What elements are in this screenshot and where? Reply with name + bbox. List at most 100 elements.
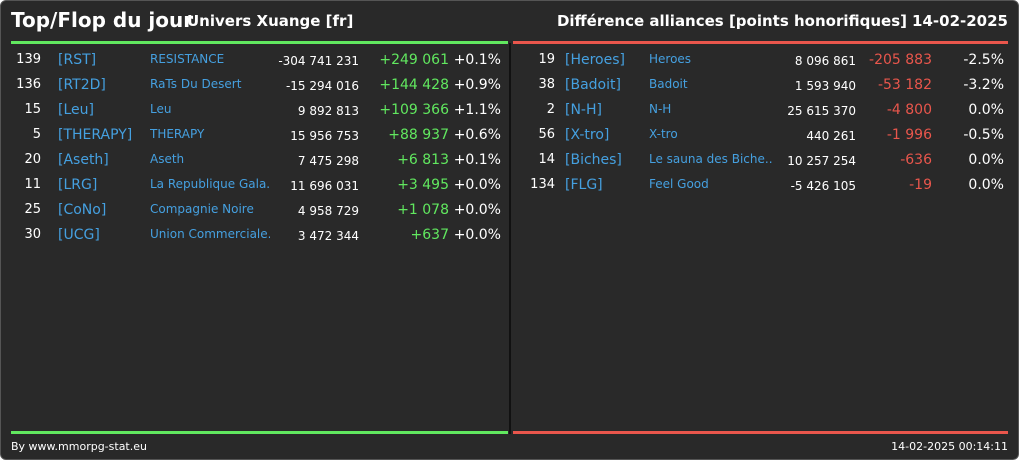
alliance-tag-link[interactable]: [THERAPY] [58,127,133,143]
alliance-name-link[interactable]: Compagnie Noire [150,202,254,216]
top-gainers-list: 139 [RST] RESISTANCE -304 741 231 +249 061 +0… [1,49,509,249]
top-row: 25 [CoNo] Compagnie Noire 4 958 729 +1 078 +0… [1,199,509,224]
total-points: -5 426 105 [790,179,856,193]
alliance-name-link[interactable]: Le sauna des Biche... [649,152,773,166]
total-points: 8 096 861 [794,54,856,68]
points-difference: -636 [900,152,932,168]
percent-change: +0.0% [453,227,501,243]
percent-change: -3.2% [963,77,1004,93]
top-row: 30 [UCG] Union Commerciale... 3 472 344 +637… [1,224,509,249]
alliance-name-link[interactable]: Badoit [649,77,688,91]
panel-divider [509,43,511,434]
percent-change: +0.9% [453,77,501,93]
alliance-tag-link[interactable]: [Badoit] [565,77,621,93]
top-row: 15 [Leu] Leu 9 892 813 +109 366 +1.1% [1,99,509,124]
alliance-tag-link[interactable]: [X-tro] [565,127,610,143]
points-difference: -1 996 [886,127,932,143]
percent-change: +0.1% [453,152,501,168]
percent-change: -2.5% [963,52,1004,68]
flop-row: 38 [Badoit] Badoit 1 593 940 -53 182 -3.2% [511,74,1018,99]
total-points: 4 958 729 [297,204,359,218]
total-points: 25 615 370 [787,104,856,118]
percent-change: +0.0% [453,202,501,218]
total-points: 3 472 344 [297,229,359,243]
total-points: -304 741 231 [278,54,359,68]
rank-cell: 134 [530,177,555,192]
percent-change: 0.0% [968,177,1004,193]
points-difference: +1 078 [397,202,449,218]
points-difference: -19 [909,177,932,193]
alliance-tag-link[interactable]: [RST] [58,52,97,68]
description-label: Différence alliances [points honorifique… [556,12,907,30]
top-row: 136 [RT2D] RaTs Du Desert -15 294 016 +144 4… [1,74,509,99]
percent-change: 0.0% [968,152,1004,168]
alliance-name-link[interactable]: N-H [649,102,672,116]
alliance-tag-link[interactable]: [RT2D] [58,77,106,93]
alliance-name-link[interactable]: Feel Good [649,177,709,191]
top-row: 139 [RST] RESISTANCE -304 741 231 +249 061 +0… [1,49,509,74]
alliance-tag-link[interactable]: [CoNo] [58,202,107,218]
rank-cell: 20 [24,152,41,167]
flop-row: 56 [X-tro] X-tro 440 261 -1 996 -0.5% [511,124,1018,149]
points-difference: -4 800 [886,102,932,118]
alliance-name-link[interactable]: Aseth [150,152,185,166]
univers-label: Univers Xuange [fr] [187,12,354,30]
alliance-tag-link[interactable]: [FLG] [565,177,603,193]
top-row: 5 [THERAPY] THERAPY 15 956 753 +88 937 +0.6% [1,124,509,149]
points-difference: +6 813 [397,152,449,168]
points-difference: +88 937 [388,127,449,143]
flop-row: 2 [N-H] N-H 25 615 370 -4 800 0.0% [511,99,1018,124]
rank-cell: 15 [24,102,41,117]
rank-cell: 136 [16,77,41,92]
rank-cell: 25 [24,202,41,217]
alliance-tag-link[interactable]: [Aseth] [58,152,109,168]
rank-cell: 30 [24,227,41,242]
rank-cell: 11 [24,177,41,192]
footer-source[interactable]: By www.mmorpg-stat.eu [11,440,147,453]
total-points: 15 956 753 [290,129,359,143]
points-difference: +109 366 [379,102,449,118]
rank-cell: 14 [538,152,555,167]
flop-row: 19 [Heroes] Heroes 8 096 861 -205 883 -2.5% [511,49,1018,74]
page-title: Top/Flop du jour [11,8,194,32]
flop-row: 134 [FLG] Feel Good -5 426 105 -19 0.0% [511,174,1018,199]
alliance-name-link[interactable]: X-tro [649,127,678,141]
alliance-tag-link[interactable]: [N-H] [565,102,602,118]
percent-change: +1.1% [453,102,501,118]
total-points: 440 261 [806,129,856,143]
alliance-tag-link[interactable]: [LRG] [58,177,98,193]
bottom-bar-green [11,431,508,434]
percent-change: 0.0% [968,102,1004,118]
points-difference: +249 061 [379,52,449,68]
alliance-name-link[interactable]: RaTs Du Desert [150,77,242,91]
alliance-name-link[interactable]: Union Commerciale... [150,227,270,241]
footer-timestamp: 14-02-2025 00:14:11 [891,440,1008,453]
alliance-name-link[interactable]: RESISTANCE [150,52,225,66]
rank-cell: 38 [538,77,555,92]
bottom-bar-red [513,431,1008,434]
alliance-tag-link[interactable]: [Biches] [565,152,622,168]
alliance-name-link[interactable]: Heroes [649,52,692,66]
percent-change: +0.1% [453,52,501,68]
total-points: 9 892 813 [297,104,359,118]
alliance-tag-link[interactable]: [Heroes] [565,52,625,68]
alliance-name-link[interactable]: La Republique Gala... [150,177,270,191]
total-points: 10 257 254 [787,154,856,168]
alliance-tag-link[interactable]: [UCG] [58,227,100,243]
alliance-name-link[interactable]: Leu [150,102,172,116]
rank-cell: 19 [538,52,555,67]
top-bar-green [11,41,508,44]
rank-cell: 56 [538,127,555,142]
points-difference: -53 182 [877,77,932,93]
alliance-tag-link[interactable]: [Leu] [58,102,94,118]
rank-cell: 2 [546,102,555,117]
top-row: 11 [LRG] La Republique Gala... 11 696 031 +3… [1,174,509,199]
total-points: -15 294 016 [285,79,359,93]
header-date: 14-02-2025 [912,12,1008,30]
header: Top/Flop du jour Univers Xuange [fr] Dif… [1,1,1018,39]
flop-row: 14 [Biches] Le sauna des Biche... 10 257 25… [511,149,1018,174]
alliance-name-link[interactable]: THERAPY [150,127,205,141]
rank-cell: 5 [32,127,41,142]
points-difference: +144 428 [379,77,449,93]
